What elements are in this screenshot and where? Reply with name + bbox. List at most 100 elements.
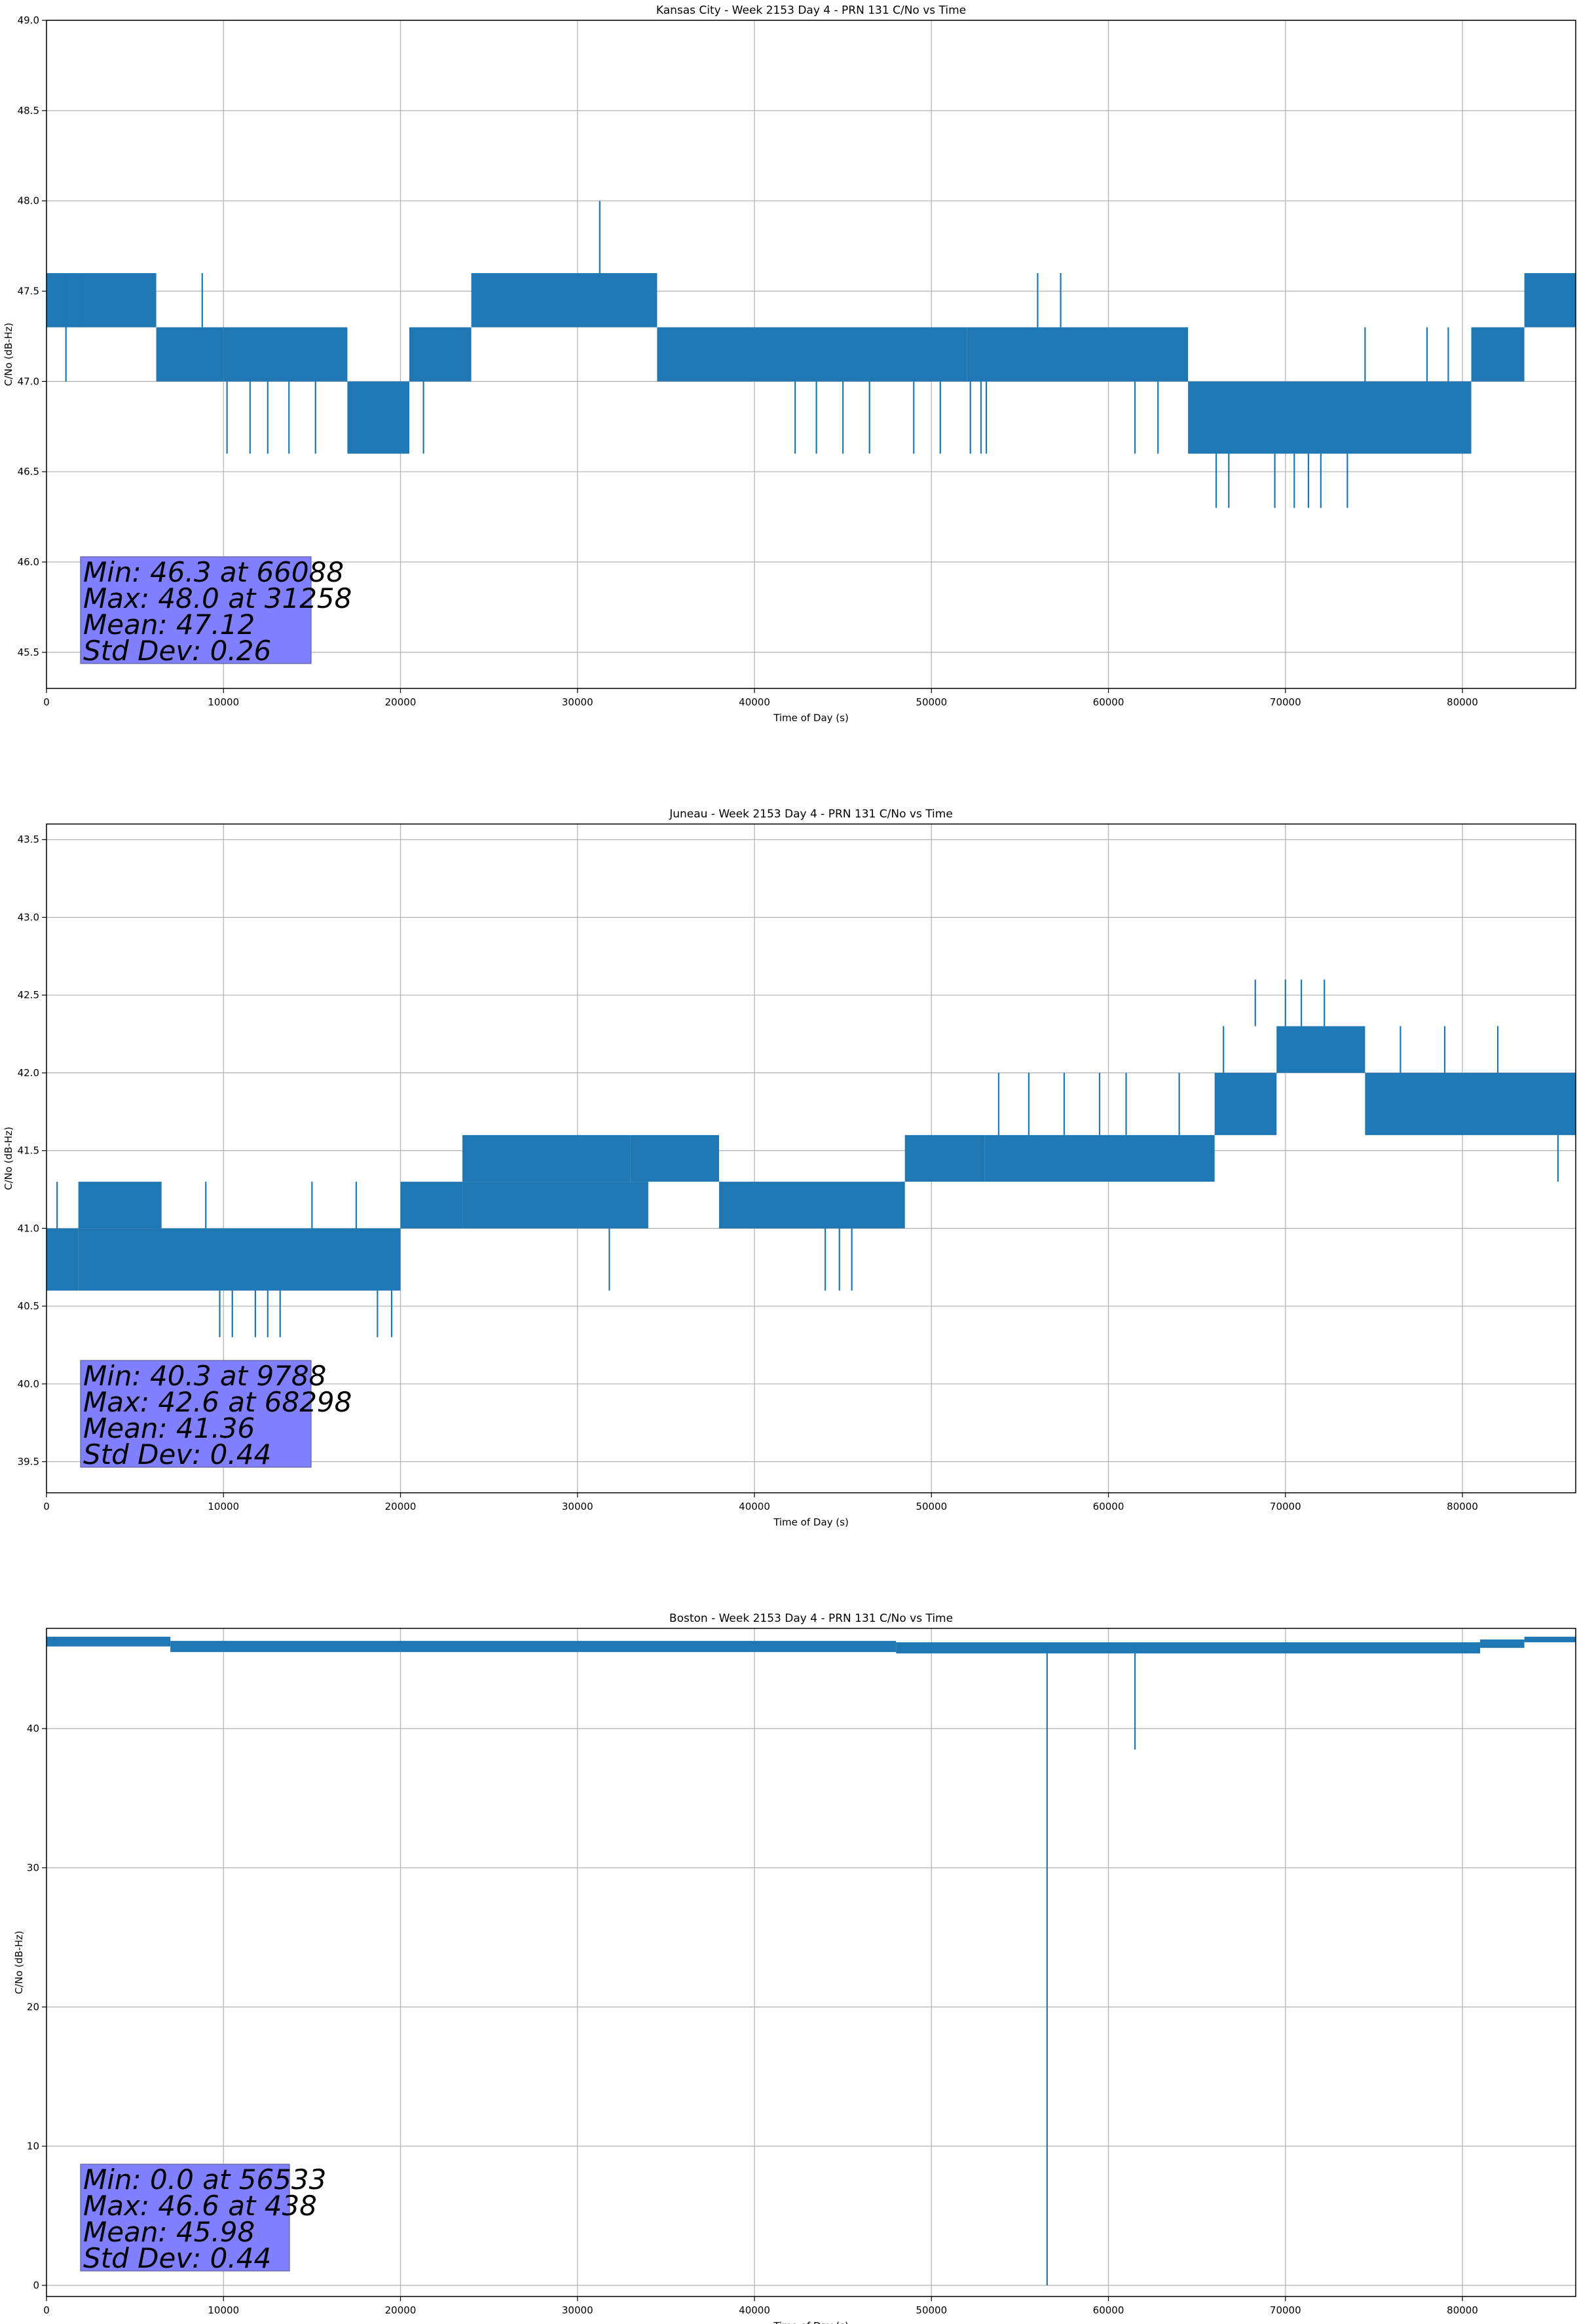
stats-line: Mean: 41.36 bbox=[83, 1412, 255, 1444]
x-tick-label: 30000 bbox=[562, 1501, 593, 1512]
data-band bbox=[156, 327, 224, 382]
data-band bbox=[896, 1642, 1481, 1654]
series-prn-131 bbox=[46, 200, 1576, 508]
x-tick-label: 50000 bbox=[916, 2304, 947, 2316]
y-tick-label: 40 bbox=[27, 1723, 39, 1734]
stats-box bbox=[80, 1360, 312, 1468]
y-tick-label: 40.5 bbox=[18, 1300, 39, 1312]
stats-line: Min: 0.0 at 56533 bbox=[83, 2164, 326, 2196]
y-tick-label: 47.5 bbox=[18, 286, 39, 297]
y-tick-label: 41.5 bbox=[18, 1145, 39, 1157]
data-band bbox=[1276, 1026, 1365, 1073]
y-tick-label: 45.5 bbox=[18, 647, 39, 658]
stats-line: Max: 42.6 at 68298 bbox=[83, 1386, 352, 1418]
data-band bbox=[347, 381, 410, 454]
series-prn-131 bbox=[46, 1636, 1576, 2285]
stats-line: Std Dev: 0.26 bbox=[83, 635, 271, 667]
data-band bbox=[904, 1134, 985, 1182]
y-tick-label: 20 bbox=[27, 2001, 39, 2013]
data-band bbox=[78, 1182, 162, 1229]
data-band bbox=[46, 1636, 171, 1647]
data-band bbox=[1188, 381, 1472, 454]
x-tick-label: 60000 bbox=[1093, 2304, 1124, 2316]
data-band bbox=[462, 1134, 631, 1182]
stats-box bbox=[80, 556, 312, 664]
x-tick-label: 40000 bbox=[739, 1501, 770, 1512]
y-tick-label: 41.0 bbox=[18, 1222, 39, 1234]
x-tick-label: 20000 bbox=[385, 1501, 417, 1512]
stats-line: Min: 46.3 at 66088 bbox=[83, 556, 344, 588]
data-band bbox=[718, 1182, 905, 1229]
x-tick-label: 10000 bbox=[208, 2304, 239, 2316]
data-band bbox=[78, 1228, 401, 1291]
x-tick-label: 70000 bbox=[1270, 2304, 1301, 2316]
y-tick-label: 0 bbox=[33, 2279, 39, 2291]
stats-line: Mean: 47.12 bbox=[83, 609, 255, 641]
stats-box bbox=[80, 2164, 290, 2272]
x-tick-label: 50000 bbox=[916, 1501, 947, 1512]
data-band bbox=[170, 1641, 897, 1653]
y-tick-label: 43.5 bbox=[18, 834, 39, 846]
stats-line: Max: 46.6 at 438 bbox=[83, 2190, 317, 2222]
data-band bbox=[1480, 1640, 1525, 1648]
x-tick-label: 30000 bbox=[562, 696, 593, 708]
x-tick-label: 50000 bbox=[916, 696, 947, 708]
data-band bbox=[967, 327, 1189, 382]
x-tick-label: 60000 bbox=[1093, 696, 1124, 708]
y-tick-label: 10 bbox=[27, 2141, 39, 2152]
data-band bbox=[1365, 1072, 1576, 1135]
axes-frame bbox=[46, 1628, 1576, 2297]
y-tick-label: 49.0 bbox=[18, 14, 39, 26]
y-tick-label: 48.0 bbox=[18, 195, 39, 207]
x-tick-label: 40000 bbox=[739, 696, 770, 708]
x-tick-label: 40000 bbox=[739, 2304, 770, 2316]
x-tick-label: 20000 bbox=[385, 696, 417, 708]
y-axis-label: C/No (dB-Hz) bbox=[3, 1127, 14, 1190]
y-tick-label: 46.5 bbox=[18, 466, 39, 478]
y-tick-label: 46.0 bbox=[18, 556, 39, 568]
chart-title: Juneau - Week 2153 Day 4 - PRN 131 C/No … bbox=[669, 808, 953, 821]
y-tick-label: 48.5 bbox=[18, 105, 39, 117]
x-tick-label: 80000 bbox=[1447, 2304, 1478, 2316]
data-band bbox=[984, 1134, 1215, 1182]
stats-line: Std Dev: 0.44 bbox=[83, 2242, 271, 2274]
data-band bbox=[400, 1182, 463, 1229]
y-tick-label: 42.0 bbox=[18, 1067, 39, 1079]
x-tick-label: 70000 bbox=[1270, 1501, 1301, 1512]
axes-frame bbox=[46, 823, 1576, 1493]
x-tick-label: 80000 bbox=[1447, 1501, 1478, 1512]
x-axis-label: Time of Day (s) bbox=[773, 2320, 849, 2324]
x-tick-label: 20000 bbox=[385, 2304, 417, 2316]
y-tick-label: 39.5 bbox=[18, 1456, 39, 1468]
data-band bbox=[462, 1182, 648, 1229]
x-tick-label: 70000 bbox=[1270, 696, 1301, 708]
y-tick-label: 43.0 bbox=[18, 911, 39, 923]
y-tick-label: 42.5 bbox=[18, 989, 39, 1001]
stats-line: Max: 48.0 at 31258 bbox=[83, 582, 352, 614]
data-band bbox=[409, 327, 472, 382]
x-axis-label: Time of Day (s) bbox=[773, 1516, 849, 1528]
data-band bbox=[471, 272, 658, 328]
x-tick-label: 0 bbox=[43, 696, 50, 708]
x-tick-label: 0 bbox=[43, 2304, 50, 2316]
x-tick-label: 10000 bbox=[208, 1501, 239, 1512]
series-prn-131 bbox=[46, 979, 1576, 1338]
x-tick-label: 10000 bbox=[208, 696, 239, 708]
data-band bbox=[630, 1134, 719, 1182]
y-tick-label: 47.0 bbox=[18, 375, 39, 387]
data-band bbox=[1471, 327, 1525, 382]
y-tick-label: 40.0 bbox=[18, 1378, 39, 1390]
stats-line: Mean: 45.98 bbox=[83, 2216, 255, 2248]
data-band bbox=[46, 272, 157, 328]
chart-title: Kansas City - Week 2153 Day 4 - PRN 131 … bbox=[656, 4, 966, 17]
data-band bbox=[1524, 272, 1576, 328]
chart-panel-1: 0 10000 20000 30000 40000 50000 60000 70000 8000… bbox=[3, 808, 1576, 1528]
x-tick-label: 30000 bbox=[562, 2304, 593, 2316]
stats-line: Std Dev: 0.44 bbox=[83, 1438, 271, 1471]
axes-frame bbox=[46, 20, 1576, 689]
data-band bbox=[223, 327, 348, 382]
